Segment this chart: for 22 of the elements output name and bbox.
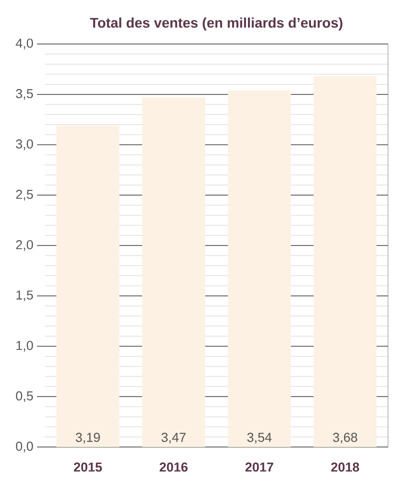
y-tick-label: 4,0 [16, 38, 33, 50]
y-tick-label: 3,5 [16, 89, 33, 100]
data-label: 3,54 [247, 432, 272, 444]
y-tick-label: 2,5 [16, 190, 33, 200]
y-tick-label: 1,5 [16, 290, 33, 302]
y-tick-label: 3,0 [16, 139, 33, 150]
x-tick-label: 2018 [331, 462, 360, 472]
bar [142, 97, 206, 447]
data-label: 3,19 [76, 432, 100, 444]
data-label: 3,47 [162, 432, 186, 444]
x-tick-label: 2017 [245, 462, 274, 472]
x-tick-label: 2016 [160, 462, 188, 472]
y-tick-label: 0,0 [16, 442, 33, 452]
bar [228, 90, 291, 447]
data-label: 3,68 [333, 432, 358, 444]
x-tick-label: 2015 [74, 462, 102, 472]
y-tick-label: 0,5 [16, 391, 33, 402]
y-tick-label: 2,0 [16, 240, 33, 251]
chart-title: Total des ventes (en milliards d’euros) [90, 17, 342, 30]
bar [56, 126, 120, 447]
y-tick-label: 1,0 [16, 340, 33, 352]
bar [314, 76, 377, 447]
